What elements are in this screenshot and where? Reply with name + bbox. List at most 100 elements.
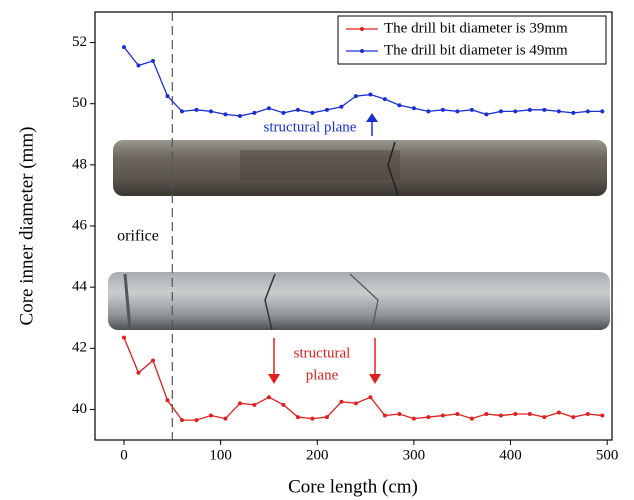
data-point <box>121 45 126 50</box>
data-point <box>542 415 547 420</box>
legend-label: The drill bit diameter is 49mm <box>384 42 568 58</box>
data-point <box>440 413 445 418</box>
data-point <box>281 110 286 115</box>
data-point <box>397 103 402 108</box>
data-point <box>455 109 460 114</box>
data-point <box>368 395 373 400</box>
core-photo-bottom <box>108 272 610 330</box>
data-point <box>252 110 257 115</box>
data-point <box>223 416 228 421</box>
data-point <box>556 410 561 415</box>
legend-marker <box>360 27 364 31</box>
legend-marker <box>360 49 364 53</box>
data-point <box>484 112 489 117</box>
data-point <box>382 97 387 102</box>
data-point <box>194 418 199 423</box>
data-point <box>310 416 315 421</box>
data-point <box>266 106 271 111</box>
data-point <box>266 395 271 400</box>
arrow-head <box>366 113 378 122</box>
data-point <box>498 109 503 114</box>
data-point <box>397 412 402 417</box>
core-photos <box>108 140 610 331</box>
core-stain <box>240 150 400 180</box>
x-tick-label: 0 <box>120 447 128 463</box>
data-point <box>382 413 387 418</box>
data-point <box>295 415 300 420</box>
x-tick-label: 400 <box>499 447 522 463</box>
data-point <box>571 415 576 420</box>
x-tick-label: 200 <box>306 447 329 463</box>
data-point <box>571 110 576 115</box>
data-point <box>310 110 315 115</box>
data-point <box>527 412 532 417</box>
data-point <box>469 416 474 421</box>
core-crack <box>264 273 276 331</box>
data-point <box>150 58 155 63</box>
data-point <box>150 358 155 363</box>
y-tick-label: 48 <box>72 156 87 172</box>
arrow-head <box>268 374 280 384</box>
data-point <box>455 412 460 417</box>
x-tick-label: 100 <box>209 447 232 463</box>
x-tick-label: 300 <box>403 447 426 463</box>
data-point <box>324 415 329 420</box>
x-tick-label: 500 <box>596 447 619 463</box>
data-point <box>136 370 141 375</box>
data-point <box>324 107 329 112</box>
y-tick-label: 44 <box>72 279 88 295</box>
data-point <box>353 401 358 406</box>
data-point <box>585 109 590 114</box>
data-point <box>585 412 590 417</box>
annotation: plane <box>306 367 339 383</box>
arrow-head <box>369 374 381 384</box>
series-line <box>123 46 603 117</box>
data-point <box>440 107 445 112</box>
legend-box <box>337 15 607 65</box>
data-point <box>194 107 199 112</box>
data-point <box>237 401 242 406</box>
core-edge <box>123 273 132 331</box>
core-crack <box>387 141 399 196</box>
data-point <box>353 94 358 99</box>
y-axis-label: Core inner diameter (mm) <box>16 127 37 326</box>
data-point <box>513 109 518 114</box>
data-point <box>339 399 344 404</box>
y-tick-label: 42 <box>72 340 87 356</box>
data-point <box>208 413 213 418</box>
data-point <box>237 113 242 118</box>
data-point <box>469 107 474 112</box>
data-point <box>426 109 431 114</box>
data-point <box>484 412 489 417</box>
x-axis-label: Core length (cm) <box>288 476 418 497</box>
y-tick-label: 52 <box>72 34 87 50</box>
data-point <box>513 412 518 417</box>
data-point <box>600 413 605 418</box>
data-point <box>208 109 213 114</box>
data-point <box>223 112 228 117</box>
series-line <box>123 337 603 421</box>
data-point <box>179 418 184 423</box>
data-point <box>411 416 416 421</box>
data-point <box>281 402 286 407</box>
data-point <box>165 398 170 403</box>
legend-label: The drill bit diameter is 39mm <box>384 20 568 36</box>
data-point <box>600 109 605 114</box>
data-point <box>179 109 184 114</box>
annotation: orifice <box>117 228 159 245</box>
core-photo-top <box>113 140 607 196</box>
data-point <box>411 106 416 111</box>
y-tick-label: 40 <box>72 401 87 417</box>
data-point <box>527 107 532 112</box>
data-point <box>542 107 547 112</box>
y-tick-label: 46 <box>72 217 88 233</box>
data-point <box>165 94 170 99</box>
y-tick-label: 50 <box>72 95 87 111</box>
data-point <box>426 415 431 420</box>
data-point <box>339 104 344 109</box>
data-point <box>121 335 126 340</box>
data-point <box>368 92 373 97</box>
data-point <box>498 413 503 418</box>
data-point <box>295 107 300 112</box>
